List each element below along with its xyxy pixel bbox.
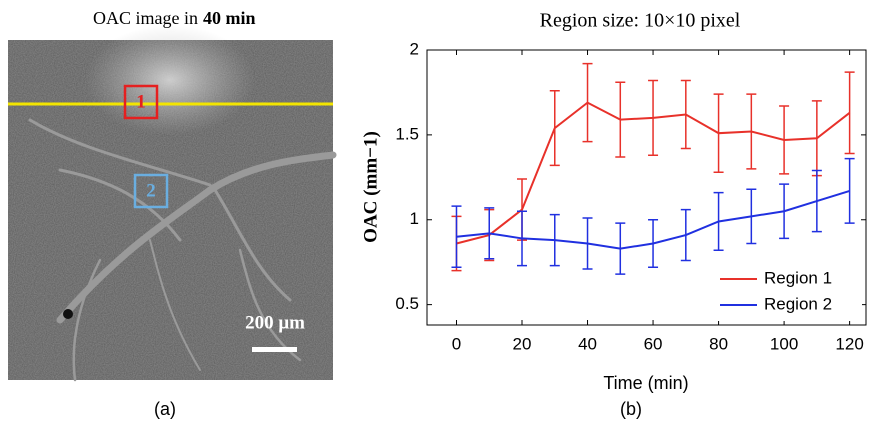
error-bar: [451, 205, 462, 269]
caption: (b): [620, 399, 642, 419]
x-tick-label: 120: [835, 334, 863, 353]
region-label: 1: [136, 91, 146, 112]
error-bar: [582, 62, 593, 143]
x-axis-label: Time (min): [603, 373, 688, 393]
legend-box: [712, 263, 862, 321]
error-bar: [746, 93, 757, 170]
image-title-bold: 40 min: [203, 8, 256, 28]
error-bar: [746, 188, 757, 245]
error-bar: [582, 217, 593, 270]
x-tick-label: 80: [709, 334, 728, 353]
error-bar: [844, 71, 855, 155]
plot-frame: [426, 49, 867, 326]
y-tick-label: 0.5: [395, 294, 419, 313]
x-tick-label: 40: [578, 334, 597, 353]
error-bar: [713, 93, 724, 173]
error-bar: [680, 208, 691, 262]
x-tick-label: 0: [452, 334, 461, 353]
caption: (a): [154, 399, 176, 419]
error-bar: [713, 191, 724, 252]
y-tick-label: 1.5: [395, 124, 419, 143]
error-bar: [549, 213, 560, 267]
error-bar: [779, 183, 790, 240]
y-axis-label: OAC (mm−1): [360, 131, 381, 243]
error-bar: [811, 169, 822, 233]
y-tick-label: 2: [410, 39, 419, 58]
image-title: OAC image in: [93, 8, 198, 28]
error-bar: [648, 219, 659, 269]
y-tick-label: 1: [410, 209, 419, 228]
error-bar: [517, 210, 528, 267]
error-bar: [549, 89, 560, 167]
error-bar: [779, 105, 790, 175]
error-bar: [484, 207, 495, 260]
error-bar: [844, 157, 855, 224]
error-bar: [680, 79, 691, 150]
error-bar: [648, 79, 659, 156]
x-tick-label: 20: [513, 334, 532, 353]
x-tick-label: 60: [644, 334, 663, 353]
chart-title: Region size: 10×10 pixel: [540, 10, 741, 32]
legend-label: Region 2: [764, 294, 832, 313]
oac-image: [8, 25, 337, 382]
region-label: 2: [146, 180, 156, 201]
x-tick-label: 100: [770, 334, 798, 353]
error-bar: [615, 81, 626, 158]
legend-label: Region 1: [764, 268, 832, 287]
error-bar: [615, 222, 626, 275]
scale-label: 200 μm: [245, 312, 305, 333]
